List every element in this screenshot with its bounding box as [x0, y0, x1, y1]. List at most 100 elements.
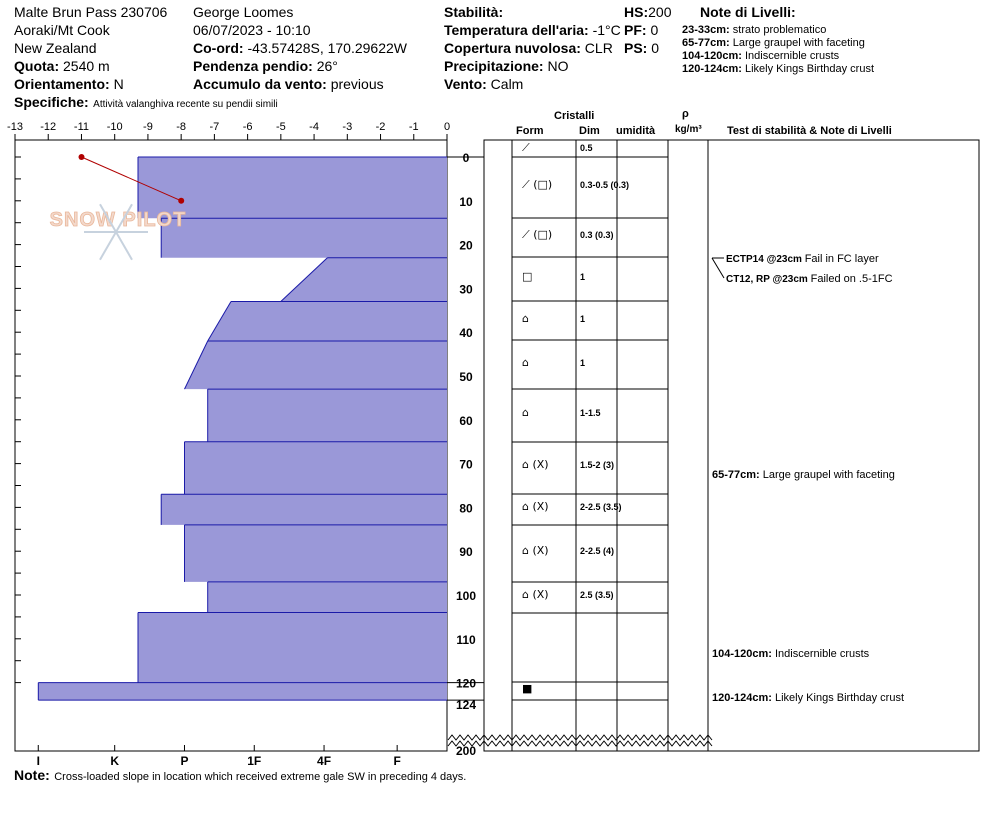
- wind-loading-label: Accumulo da vento:: [193, 76, 327, 92]
- date-time: 06/07/2023 - 10:10: [193, 22, 311, 38]
- aspect: Orientamento: N: [14, 76, 124, 92]
- depth-tick-label: 80: [459, 501, 473, 515]
- temperature-line: [81, 156, 182, 202]
- hardness-tick-label: 4F: [317, 754, 331, 768]
- layer-note-range: 104-120cm:: [712, 648, 775, 660]
- pf-label: PF:: [624, 22, 647, 38]
- footer-note-text: Cross-loaded slope in location which rec…: [54, 771, 467, 783]
- form-header: Form: [516, 125, 544, 137]
- sky-cover: Copertura nuvolosa: CLR: [444, 40, 613, 56]
- stability-label: Stabilità:: [444, 4, 504, 20]
- note-range: 23-33cm:: [682, 24, 730, 36]
- crystal-size: 2.5 (3.5): [580, 590, 614, 600]
- location-name: Malte Brun Pass 230706: [14, 4, 168, 20]
- note-item: 65-77cm: Large graupel with faceting: [682, 37, 865, 49]
- observer: George Loomes: [193, 4, 294, 20]
- specifics: Specifiche: Attività valanghiva recente …: [14, 94, 278, 112]
- temperature-tick-label: 0: [444, 121, 450, 133]
- crystal-size: 1: [580, 272, 585, 282]
- note-text: Indiscernible crusts: [745, 50, 840, 62]
- snowflake-icon: [99, 203, 117, 233]
- stability-test: ECTP14 @23cm Fail in FC layer: [726, 253, 879, 265]
- crystal-size: 1: [580, 314, 585, 324]
- hs-value: 200: [648, 4, 672, 20]
- crystal-size: 1.5-2 (3): [580, 460, 614, 470]
- air-temperature: Temperatura dell'aria: -1°C: [444, 22, 621, 38]
- crystal-form: ⌂ (X): [522, 588, 549, 601]
- depth-tick-label: 50: [459, 370, 473, 384]
- axis-break: [447, 734, 713, 741]
- plot-frame: [14, 139, 448, 752]
- precipitation: Precipitazione: NO: [444, 58, 568, 74]
- precip-label: Precipitazione:: [444, 58, 544, 74]
- footer-note: Note: Cross-loaded slope in location whi…: [14, 767, 466, 785]
- note-text: Large graupel with faceting: [732, 37, 865, 49]
- air-temp-label: Temperatura dell'aria:: [444, 22, 589, 38]
- elevation-value: 2540 m: [63, 58, 110, 74]
- specifics-value: Attività valanghiva recente su pendii si…: [93, 99, 278, 110]
- hardness-tick-label: P: [180, 754, 188, 768]
- crystal-size: 0.3 (0.3): [580, 230, 614, 240]
- layer-note: 104-120cm: Indiscernible crusts: [712, 648, 870, 660]
- crystal-size: 0.3-0.5 (0.3): [580, 180, 629, 190]
- hardness-fill: [38, 157, 448, 701]
- depth-tick-label: 70: [459, 458, 473, 472]
- depth-tick-label: 30: [459, 282, 473, 296]
- slope-angle: Pendenza pendio: 26°: [193, 58, 338, 74]
- hardness-edge: [280, 257, 328, 302]
- hs-label: HS:: [624, 4, 649, 20]
- aspect-label: Orientamento:: [14, 76, 110, 92]
- test-label: CT12, RP @23cm: [726, 274, 811, 285]
- layer-note-text: Likely Kings Birthday crust: [775, 692, 904, 704]
- axis-break: [447, 740, 713, 747]
- slope-value: 26°: [316, 58, 338, 74]
- test-arrow: [711, 257, 725, 279]
- note-range: 120-124cm:: [682, 63, 742, 75]
- temperature-tick-label: -11: [74, 121, 89, 133]
- test-label: ECTP14 @23cm: [726, 254, 805, 265]
- hardness-layers: [37, 156, 448, 701]
- layer-note-text: Large graupel with faceting: [763, 469, 895, 481]
- elevation: Quota: 2540 m: [14, 58, 110, 74]
- aspect-value: N: [113, 76, 124, 92]
- crystal-form: ⌂: [522, 406, 529, 419]
- temperature-tick-label: -8: [176, 121, 186, 133]
- crystal-form: ⌂ (X): [522, 458, 549, 471]
- temperature-point: [178, 197, 185, 204]
- pf-value: 0: [650, 22, 659, 38]
- note-item: 104-120cm: Indiscernible crusts: [682, 50, 839, 62]
- temperature-tick-label: -4: [309, 121, 319, 133]
- logo-text: SNOW PILOT: [50, 209, 187, 231]
- notes-title: Note di Livelli:: [700, 4, 796, 20]
- moisture-header: umidità: [616, 125, 656, 137]
- depth-tick-label: 10: [459, 195, 473, 209]
- depth-tick-label: 20: [459, 239, 473, 253]
- hardness-tick-label: I: [37, 754, 40, 768]
- slope-label: Pendenza pendio:: [193, 58, 313, 74]
- crystal-form: □: [522, 270, 532, 283]
- ps: PS: 0: [624, 40, 659, 56]
- depth-tick-label: 110: [456, 633, 476, 647]
- temperature-tick-label: -12: [40, 121, 56, 133]
- crystal-size: 0.5: [580, 143, 593, 153]
- layer-note-text: Indiscernible crusts: [775, 648, 870, 660]
- wind-loading-value: previous: [330, 76, 384, 92]
- ps-label: PS:: [624, 40, 648, 56]
- note-range: 104-120cm:: [682, 50, 742, 62]
- crystal-form: ⌂ (X): [522, 544, 549, 557]
- footer-note-label: Note:: [14, 767, 50, 783]
- hardness-edge: [184, 340, 209, 390]
- test-result: Failed on .5-1FC: [811, 273, 893, 285]
- ps-value: 0: [651, 40, 660, 56]
- hardness-tick-label: K: [110, 754, 119, 768]
- wind: Vento: Calm: [444, 76, 523, 92]
- air-temp-value: -1°C: [592, 22, 621, 38]
- hardness-edge: [207, 301, 232, 342]
- specifics-label: Specifiche:: [14, 94, 89, 110]
- elevation-label: Quota:: [14, 58, 60, 74]
- tests-header: Test di stabilità & Note di Livelli: [727, 125, 892, 137]
- crystal-size: 2-2.5 (4): [580, 546, 614, 556]
- density-unit: kg/m³: [675, 124, 702, 135]
- snowflake-icon: [99, 231, 117, 261]
